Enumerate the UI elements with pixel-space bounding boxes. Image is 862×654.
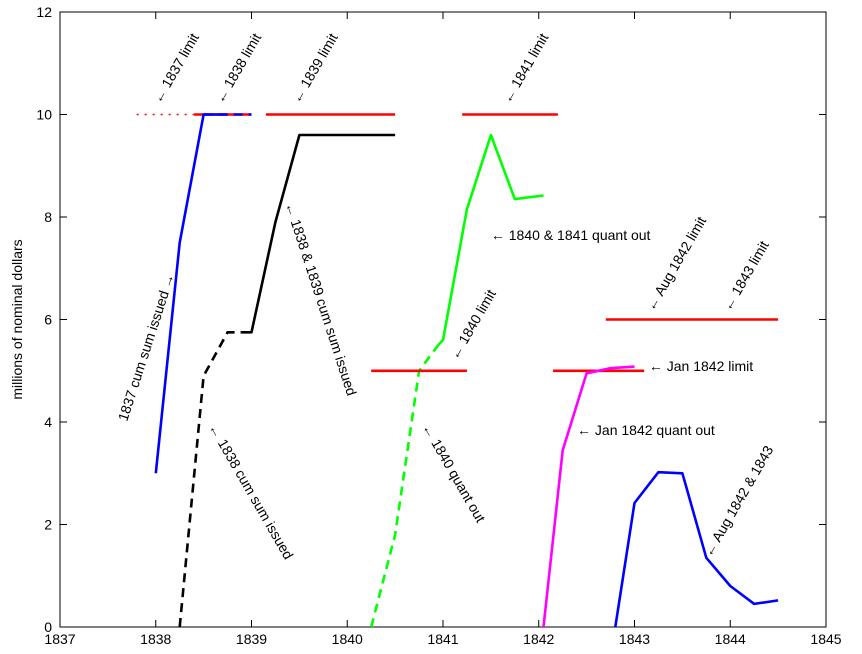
annotation-label: ← Aug 1842 limit: [642, 214, 709, 314]
x-tick-label: 1837: [44, 631, 75, 647]
x-tick-label: 1838: [140, 631, 171, 647]
series-line-10: [437, 133, 544, 346]
annotation-label: ← 1838 cum sum issued: [206, 421, 297, 562]
annotation-label: ← 1839 limit: [288, 30, 341, 105]
annotation-label: ← Jan 1842 quant out: [577, 422, 715, 438]
y-tick-label: 10: [36, 107, 52, 123]
y-tick-label: 2: [44, 517, 52, 533]
annotation-label: ← 1837 limit: [149, 30, 202, 105]
y-axis-label: millions of nominal dollars: [9, 239, 25, 399]
annotation-label: ← 1838 & 1839 cum sum issued: [282, 200, 360, 397]
series-layer: [136, 113, 779, 628]
x-tick-label: 1843: [619, 631, 650, 647]
y-tick-label: 4: [44, 414, 52, 430]
annotation-label: ← 1841 limit: [499, 30, 552, 105]
annotation-label: ← 1843 limit: [719, 238, 772, 313]
x-tick-label: 1840: [332, 631, 363, 647]
y-tick-label: 6: [44, 312, 52, 328]
x-tick-label: 1845: [810, 631, 841, 647]
annotation-label: ← 1840 quant out: [419, 421, 489, 525]
x-tick-label: 1841: [427, 631, 458, 647]
annotation-layer: ← 1837 limit ← 1838 limit ← 1839 limit ← 18…: [115, 30, 777, 562]
series-line-13: [542, 365, 635, 628]
y-tick-label: 12: [36, 4, 52, 20]
x-tick-label: 1839: [236, 631, 267, 647]
annotation-label: ← Jan 1842 limit: [649, 358, 753, 374]
y-tick-label: 8: [44, 209, 52, 225]
y-tick-label: 0: [44, 619, 52, 635]
series-line-6: [178, 330, 242, 628]
tick-layer: 1837 1838 1839 1840 1841 1842 1843 1844 1845 0 2 4 6…: [36, 4, 841, 647]
series-line-15: [614, 470, 779, 628]
annotation-label: ← 1838 limit: [211, 30, 264, 105]
series-line-7: [241, 133, 396, 334]
series-line-4: [154, 113, 228, 474]
series-line-9: [369, 344, 440, 628]
x-tick-label: 1844: [715, 631, 746, 647]
annotation-label: ← 1840 limit: [446, 287, 499, 362]
annotation-label: ← 1840 & 1841 quant out: [491, 227, 651, 243]
annotation-label: ← Aug 1842 & 1843: [700, 443, 777, 560]
x-tick-label: 1842: [523, 631, 554, 647]
